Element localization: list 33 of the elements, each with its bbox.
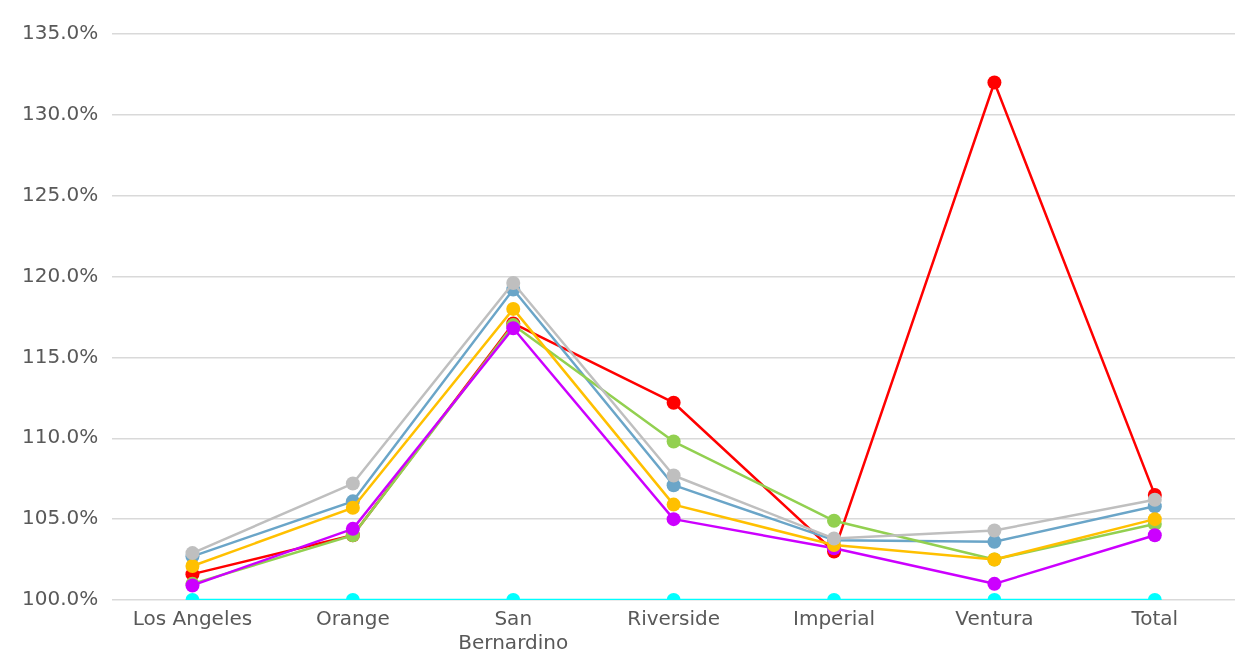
y-tick-label: 125.0% [21,181,99,206]
x-tick-label: Orange [315,606,390,631]
point [666,434,681,449]
point [666,395,681,410]
point [506,301,521,316]
y-tick-label: 105.0% [21,505,99,530]
y-tick-label: 135.0% [21,20,99,45]
point [987,576,1002,591]
y-tick-label: 100.0% [21,586,99,611]
point [345,521,360,536]
x-tick-label: Ventura [955,606,1034,631]
point [185,559,200,574]
point [827,513,842,528]
point [506,276,521,291]
y-tick-label: 110.0% [21,424,99,449]
point [666,497,681,512]
point [345,476,360,491]
point [666,468,681,483]
x-tick-label: San Bernardino [458,606,569,655]
x-tick-label: Riverside [627,606,721,631]
x-tick-label: Total [1130,606,1179,631]
point [1147,528,1162,543]
y-tick-label: 120.0% [21,262,99,287]
point [1147,512,1162,527]
point [666,512,681,527]
y-tick-label: 130.0% [21,101,99,126]
y-tick-label: 115.0% [21,343,99,368]
point [345,500,360,515]
point [987,75,1002,90]
point [1147,492,1162,507]
point [987,523,1002,538]
x-tick-label: Los Angeles [132,606,253,631]
x-tick-label: Imperial [793,606,876,631]
